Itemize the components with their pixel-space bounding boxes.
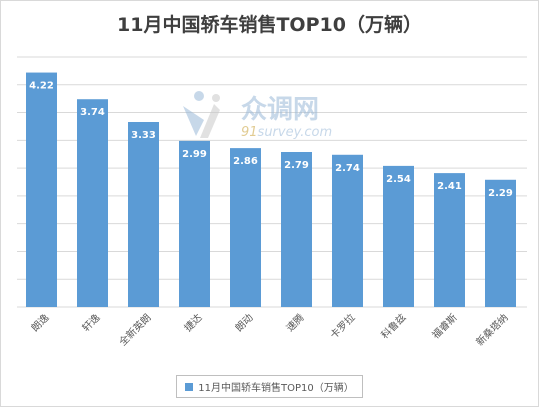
bar (128, 122, 159, 307)
watermark-brand: 众调网 (241, 95, 319, 125)
bar (485, 179, 516, 307)
category-label: 轩逸 (79, 311, 102, 334)
watermark-url: 91survey.com (241, 125, 332, 140)
legend-box: 11月中国轿车销售TOP10（万辆） (176, 375, 363, 398)
bar (26, 72, 57, 307)
data-labels: 4.22 3.74 3.33 2.99 2.86 2.79 2.74 2.54 2.41 2.29 (29, 81, 513, 199)
legend-label: 11月中国轿车销售TOP10（万辆） (198, 383, 354, 394)
category-label: 捷达 (181, 311, 204, 334)
data-label: 3.74 (80, 107, 105, 118)
data-label: 2.74 (335, 163, 360, 174)
data-label: 2.99 (182, 149, 207, 160)
data-label: 3.33 (131, 130, 156, 141)
category-label: 速腾 (283, 311, 306, 334)
watermark-url-rest: survey.com (258, 125, 333, 140)
data-label: 2.79 (284, 160, 309, 171)
category-label: 卡罗拉 (327, 311, 357, 341)
data-label: 2.41 (437, 181, 462, 192)
bar (281, 152, 312, 307)
data-label: 2.29 (488, 188, 513, 199)
bar (383, 165, 414, 307)
data-label: 2.86 (233, 156, 258, 167)
category-labels: 朗逸 轩逸 全新英朗 捷达 朗动 速腾 卡罗拉 科鲁兹 福睿斯 新桑塔纳 (29, 311, 511, 348)
bars (26, 72, 516, 307)
category-label: 新桑塔纳 (473, 311, 510, 348)
watermark-url-prefix: 91 (241, 125, 258, 140)
category-label: 全新英朗 (116, 311, 153, 348)
bar (434, 173, 465, 307)
category-label: 朗逸 (29, 312, 52, 335)
category-label: 福睿斯 (429, 311, 459, 341)
data-label: 2.54 (386, 174, 411, 185)
bar (332, 154, 363, 307)
bar (230, 148, 261, 307)
legend: 11月中国轿车销售TOP10（万辆） (0, 375, 539, 398)
survey-logo-icon (183, 91, 220, 138)
data-label: 4.22 (29, 81, 54, 92)
category-label: 科鲁兹 (378, 311, 408, 341)
chart-title: 11月中国轿车销售TOP10（万辆） (117, 14, 422, 36)
watermark: 众调网 91survey.com (183, 91, 332, 140)
bar (77, 99, 108, 307)
category-label: 朗动 (233, 312, 256, 335)
bar (179, 140, 210, 307)
legend-swatch (185, 382, 194, 391)
